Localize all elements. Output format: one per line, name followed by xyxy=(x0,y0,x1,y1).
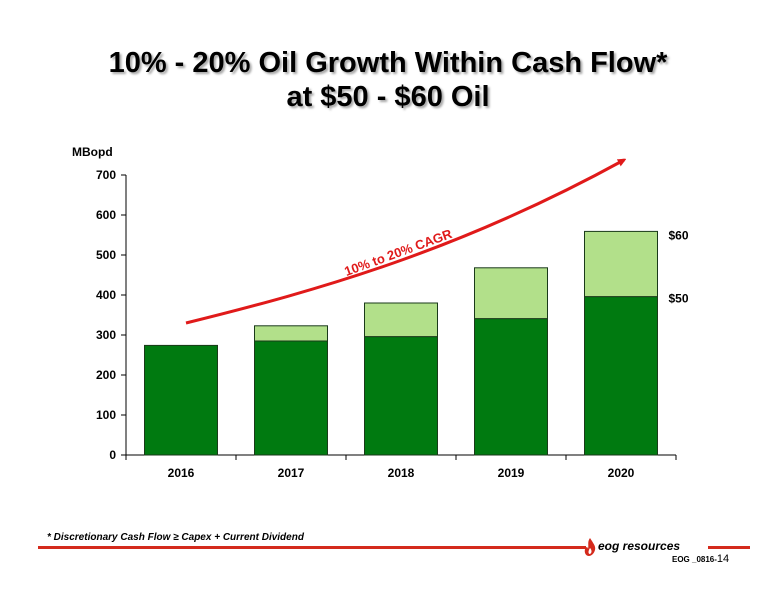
y-tick-label: 200 xyxy=(96,368,116,382)
logo-text: eog resources xyxy=(598,539,681,553)
bar-2018-base xyxy=(364,336,438,456)
y-axis-label: MBopd xyxy=(72,145,113,159)
slide-code-text: EOG _0816- xyxy=(672,555,717,564)
y-tick-label: 400 xyxy=(96,288,116,302)
x-tick-label-2016: 2016 xyxy=(168,466,195,480)
title-line-2: at $50 - $60 Oil xyxy=(286,81,490,113)
bar-2019-upside xyxy=(474,267,548,320)
y-tick-label: 600 xyxy=(96,208,116,222)
bar-2020-upside xyxy=(584,230,658,298)
series-label-60: $60 xyxy=(669,228,689,242)
title-line-1: 10% - 20% Oil Growth Within Cash Flow* xyxy=(108,47,668,79)
y-tick-label: 100 xyxy=(96,408,116,422)
bar-2019-base xyxy=(474,318,548,456)
series-label-50: $50 xyxy=(669,292,689,306)
footnote: * Discretionary Cash Flow ≥ Capex + Curr… xyxy=(47,532,304,543)
bar-2020-base xyxy=(584,296,658,456)
cagr-arrow xyxy=(185,160,624,325)
cagr-annotation: 10% to 20% CAGR xyxy=(342,226,454,279)
x-tick-label-2017: 2017 xyxy=(278,466,305,480)
bar-2016-base xyxy=(144,344,218,456)
x-tick-label-2019: 2019 xyxy=(498,466,525,480)
y-tick-label: 500 xyxy=(96,248,116,262)
footer-rule-left xyxy=(38,546,586,549)
slide-code: EOG _0816-14 xyxy=(672,553,729,565)
flame-icon xyxy=(584,538,596,556)
page-number: 14 xyxy=(716,553,730,565)
footer-rule-right xyxy=(708,546,750,549)
bar-2017-upside xyxy=(254,325,328,342)
y-tick-label: 0 xyxy=(109,448,116,462)
x-tick-label-2020: 2020 xyxy=(608,466,635,480)
slide-title: 10% - 20% Oil Growth Within Cash Flow* a… xyxy=(0,46,776,114)
x-tick-label-2018: 2018 xyxy=(388,466,415,480)
eog-logo: eog resources xyxy=(584,532,680,556)
y-tick-label: 700 xyxy=(96,168,116,182)
bar-2017-base xyxy=(254,340,328,456)
y-tick-label: 300 xyxy=(96,328,116,342)
bar-2018-upside xyxy=(364,302,438,338)
